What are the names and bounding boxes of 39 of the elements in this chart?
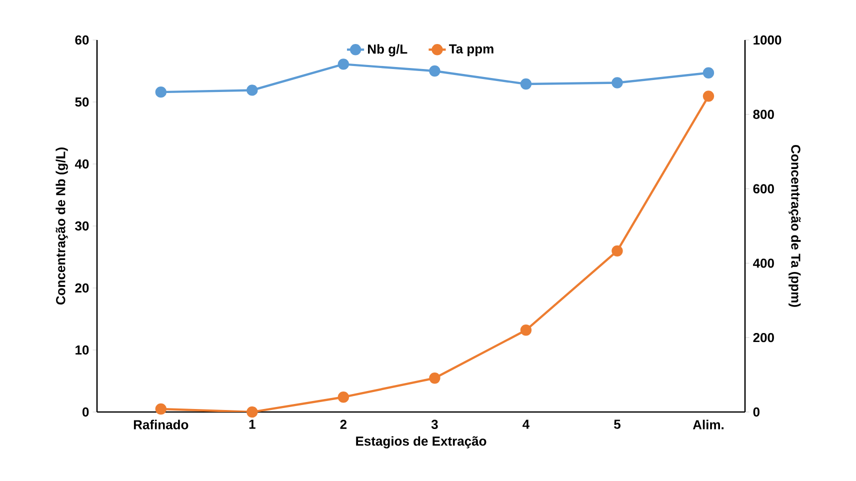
y2-tick-label: 0 (753, 407, 760, 417)
y2-tick-label: 1000 (754, 35, 782, 45)
point (429, 65, 440, 77)
y-tick-label: 50 (75, 97, 89, 107)
point (155, 86, 166, 98)
point (429, 372, 440, 384)
y2-tick-label: 600 (753, 184, 774, 194)
x-tick-label: Rafinado (134, 420, 188, 430)
y-tick-label: 30 (75, 221, 89, 231)
y-tick-label: 0 (82, 407, 89, 417)
point (246, 406, 258, 418)
x-tick-label: 4 (522, 420, 530, 429)
y-tick-label: 40 (74, 159, 89, 169)
legend-label: Nb g/L (368, 44, 408, 56)
point (612, 245, 623, 257)
point (338, 392, 350, 403)
y-axis-title: Concentração de Nb (g/L) (56, 148, 68, 305)
x-tick-label: 3 (431, 420, 438, 430)
y2-tick-label: 800 (753, 110, 774, 119)
y2-tick-label: 400 (753, 258, 774, 268)
x-tick-label: 2 (340, 420, 347, 429)
point (702, 90, 714, 102)
y-tick-label: 60 (75, 35, 89, 45)
x-tick-label: 1 (249, 420, 256, 429)
y-tick-label: 20 (75, 283, 89, 293)
y2-tick-label: 200 (753, 332, 774, 342)
point (612, 77, 623, 88)
point (702, 67, 714, 78)
point (338, 58, 350, 70)
point (520, 78, 532, 90)
point (155, 403, 166, 415)
x-tick-label: 5 (614, 420, 620, 429)
legend-label: Ta ppm (449, 44, 494, 56)
point (520, 324, 532, 336)
y2-axis-title: Concentração de Ta (ppm) (788, 145, 801, 307)
point (246, 84, 258, 96)
x-axis-title: Estagios de Extração (356, 436, 486, 448)
y-tick-label: 10 (76, 345, 89, 355)
x-tick-label: Alim. (692, 420, 724, 430)
